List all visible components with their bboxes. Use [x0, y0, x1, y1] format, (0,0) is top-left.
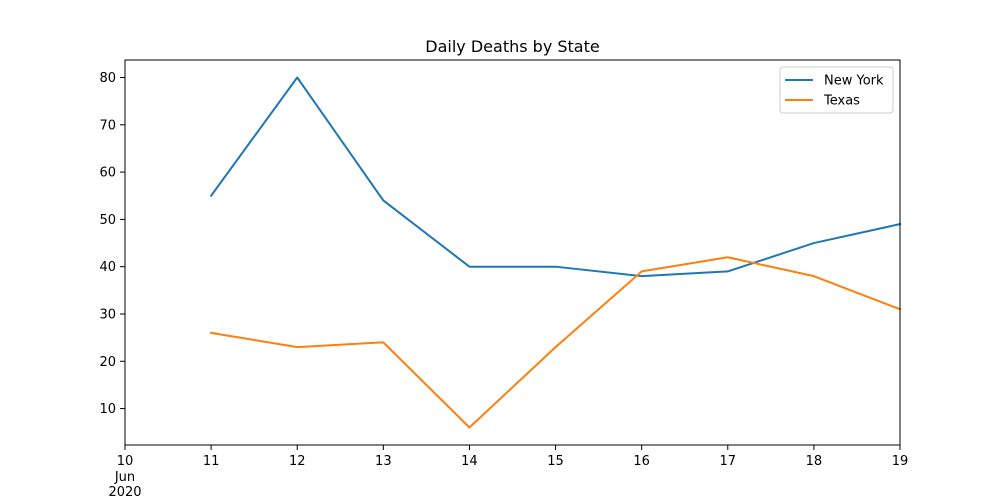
y-tick-label: 80 [99, 71, 116, 86]
chart-title: Daily Deaths by State [425, 37, 599, 56]
y-tick-label: 60 [99, 166, 116, 181]
x-tick-label: 12 [289, 454, 306, 469]
x-tick-label: 18 [806, 454, 823, 469]
y-tick-label: 30 [99, 307, 116, 322]
x-tick-label: 13 [375, 454, 392, 469]
series-layer [209, 76, 902, 429]
y-axis: 10 20 30 40 50 60 70 80 [99, 71, 125, 417]
y-tick-label: 50 [99, 213, 116, 228]
series-line-new-york [209, 76, 902, 278]
x-tick-label: 14 [461, 454, 478, 469]
y-tick-label: 20 [99, 355, 116, 370]
legend: New York Texas [779, 66, 894, 114]
x-tick-sublabel: Jun [114, 470, 135, 485]
x-tick-label: 17 [720, 454, 737, 469]
series-line-texas [209, 256, 902, 429]
y-tick-label: 70 [99, 118, 116, 133]
legend-box [779, 66, 894, 114]
legend-label: Texas [823, 94, 860, 109]
legend-label: New York [824, 74, 884, 89]
x-tick-label: 16 [633, 454, 650, 469]
x-tick-label: 19 [892, 454, 909, 469]
x-tick-label: 10 [117, 454, 134, 469]
x-tick-sublabel: 2020 [108, 485, 141, 500]
y-tick-label: 40 [99, 260, 116, 275]
x-tick-label: 15 [547, 454, 564, 469]
y-tick-label: 10 [99, 402, 116, 417]
x-tick-label: 11 [203, 454, 220, 469]
plot-frame [124, 59, 901, 446]
